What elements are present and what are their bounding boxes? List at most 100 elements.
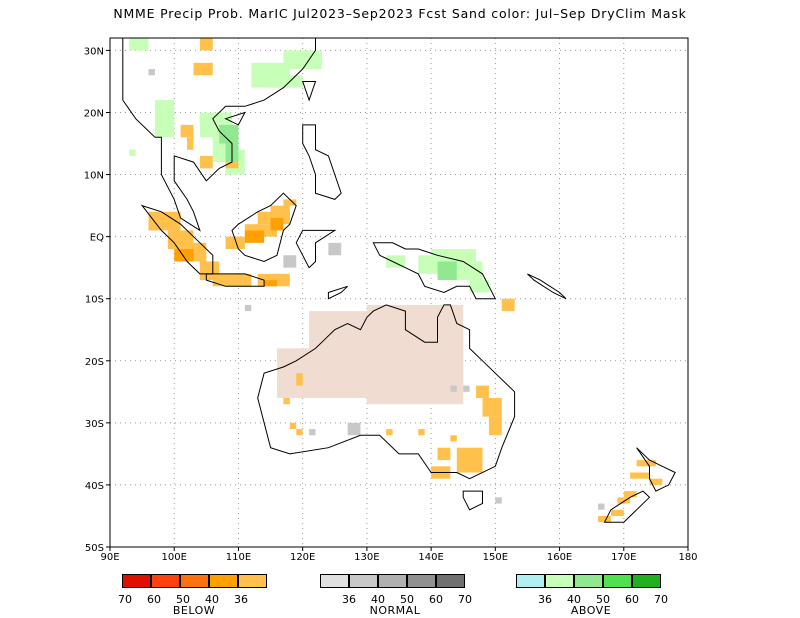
java-coast <box>205 273 265 287</box>
below-normal-cell <box>456 447 483 473</box>
forecast-cells <box>129 38 663 523</box>
swatch-above-60 <box>603 574 632 588</box>
swatch-normal-70 <box>436 574 465 588</box>
lat-tick-label: 10S <box>85 295 104 306</box>
lon-tick-label: 90E <box>100 552 119 563</box>
swatch-normal-60 <box>407 574 436 588</box>
above-normal-cell <box>270 75 303 88</box>
below-normal-cell <box>244 230 265 243</box>
below-normal-cell <box>270 218 284 231</box>
near-normal-cell <box>309 429 316 436</box>
legend-tick: 36 <box>538 593 552 606</box>
lon-tick-label: 100E <box>162 552 187 563</box>
tasmania-coast <box>462 490 483 511</box>
lat-tick-label: 10N <box>84 171 104 182</box>
above-normal-cell <box>437 261 457 281</box>
swatch-below-70 <box>122 574 151 588</box>
swatch-normal-36 <box>320 574 349 588</box>
legend-tick: 40 <box>371 593 385 606</box>
below-normal-cell <box>630 472 650 479</box>
swatch-normal-40 <box>349 574 378 588</box>
below-normal-cell <box>148 211 181 231</box>
swatch-below-60 <box>151 574 180 588</box>
above-normal-cell <box>129 149 136 156</box>
below-normal-cell <box>649 478 663 485</box>
lon-tick-label: 150E <box>483 552 508 563</box>
solomon-coast <box>527 273 567 300</box>
above-normal-cell <box>469 280 489 293</box>
new-guinea-coast <box>372 242 497 300</box>
dry-mask-cell <box>315 335 367 361</box>
timor-coast <box>327 285 348 300</box>
below-normal-cell <box>617 497 631 504</box>
dry-mask-cell <box>276 360 406 380</box>
lon-tick-label: 170E <box>611 552 636 563</box>
below-normal-cell <box>283 199 297 206</box>
below-normal-cell <box>193 62 213 76</box>
gridlines <box>110 38 688 547</box>
below-normal-cell <box>180 124 194 138</box>
swatch-normal-50 <box>378 574 407 588</box>
swatch-above-50 <box>574 574 603 588</box>
near-normal-cell <box>450 385 457 392</box>
near-normal-cell <box>328 242 342 256</box>
dry-mask-cell <box>418 323 464 386</box>
legend-tick: 70 <box>458 593 472 606</box>
swatch-above-36 <box>516 574 545 588</box>
philippines-coast <box>302 124 342 200</box>
lon-tick-label: 110E <box>226 552 251 563</box>
above-normal-cell <box>386 255 406 268</box>
below-normal-cell <box>488 416 502 436</box>
lat-tick-label: 20N <box>84 108 104 119</box>
coastlines <box>122 37 676 523</box>
lon-tick-label: 120E <box>290 552 315 563</box>
legend-tick: 70 <box>118 593 132 606</box>
lat-tick-label: 20S <box>85 357 104 368</box>
legend-tick: 70 <box>654 593 668 606</box>
swatch-below-40 <box>209 574 238 588</box>
below-normal-cell <box>450 435 457 442</box>
below-normal-cell <box>187 137 194 150</box>
near-normal-cell <box>598 503 605 510</box>
near-normal-cell <box>283 255 297 268</box>
swatch-below-50 <box>180 574 209 588</box>
legend-tick: 50 <box>176 593 190 606</box>
lat-tick-label: 40S <box>85 481 104 492</box>
below-normal-cell <box>598 515 611 523</box>
below-normal-cell <box>212 273 252 287</box>
legend-tick: 40 <box>567 593 581 606</box>
lat-tick-label: 50S <box>85 543 104 554</box>
legend-tick: 36 <box>234 593 248 606</box>
near-normal-cell <box>495 497 502 504</box>
below-normal-cell <box>283 398 290 405</box>
hainan-coast <box>224 111 246 126</box>
below-normal-cell <box>296 373 303 386</box>
below-normal-cell <box>418 429 425 436</box>
legend-tick: 60 <box>147 593 161 606</box>
swatch-below-36 <box>238 574 267 588</box>
below-normal-cell <box>174 249 194 262</box>
borneo-coast <box>231 192 297 263</box>
legend-above-label: ABOVE <box>570 604 612 617</box>
below-normal-cell <box>623 491 637 498</box>
legend-tick: 50 <box>400 593 414 606</box>
above-normal-cell <box>283 50 322 70</box>
below-normal-cell <box>264 280 277 287</box>
near-normal-cell <box>347 422 361 436</box>
near-normal-cell <box>463 385 470 392</box>
below-normal-cell <box>296 429 303 436</box>
lon-tick-label: 160E <box>547 552 572 563</box>
lat-tick-label: 30S <box>85 419 104 430</box>
lon-tick-label: 180 <box>678 552 697 563</box>
below-normal-cell <box>610 509 624 516</box>
below-normal-cell <box>225 162 239 169</box>
legend-normal-label: NORMAL <box>369 604 421 617</box>
legend-tick: 60 <box>429 593 443 606</box>
map-title: NMME Precip Prob. MarIC Jul2023–Sep2023 … <box>113 6 687 21</box>
swatch-above-40 <box>545 574 574 588</box>
lat-tick-labels: 30N 20N 10N EQ 10S 20S 30S 40S 50S <box>84 46 110 554</box>
swatch-above-70 <box>632 574 661 588</box>
legend-tick: 50 <box>596 593 610 606</box>
legend-tick: 36 <box>342 593 356 606</box>
